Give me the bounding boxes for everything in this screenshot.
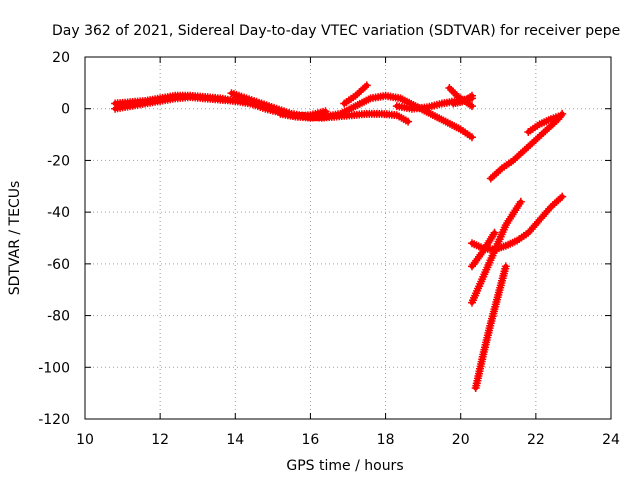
data-point-plus: [353, 90, 362, 99]
grid-layer: [85, 57, 611, 419]
x-tick-label: 22: [527, 432, 545, 448]
y-tick-label: -80: [47, 309, 70, 325]
plot-frame: [84, 56, 612, 420]
x-tick-label: 24: [602, 432, 620, 448]
data-point-plus: [545, 123, 553, 132]
data-point-plus: [362, 81, 371, 90]
y-tick-label: -40: [47, 205, 70, 221]
data-point-plus: [466, 100, 475, 109]
data-point-plus: [496, 165, 505, 174]
data-point-plus: [466, 93, 475, 102]
data-point-plus: [514, 151, 523, 160]
x-axis-label: GPS time / hours: [286, 458, 403, 474]
data-point-plus: [490, 171, 499, 180]
data-point-plus: [554, 196, 563, 205]
data-point-plus: [468, 91, 476, 100]
chart-title: Day 362 of 2021, Sidereal Day-to-day VTE…: [52, 23, 620, 39]
data-point-plus: [556, 194, 565, 203]
data-point-plus: [351, 91, 360, 100]
data-series: [449, 91, 476, 108]
data-series: [468, 197, 525, 307]
x-tick-label: 14: [226, 432, 244, 448]
data-point-plus: [501, 262, 510, 271]
data-series: [445, 84, 476, 111]
x-tick-label: 16: [302, 432, 320, 448]
y-tick-label: 0: [61, 102, 70, 118]
data-point-plus: [513, 153, 522, 161]
data-point-plus: [546, 122, 555, 130]
data-point-plus: [535, 132, 544, 141]
data-point-plus: [492, 169, 501, 178]
y-axis-label: SDTVAR / TECUs: [7, 181, 23, 296]
data-point-plus: [468, 102, 476, 111]
y-tick-label: -120: [38, 412, 70, 428]
data-point-plus: [554, 112, 563, 121]
data-point-plus: [545, 204, 554, 213]
x-tick-label: 20: [452, 432, 470, 448]
data-point-plus: [359, 84, 367, 93]
data-point-plus: [468, 133, 476, 142]
data-point-plus: [530, 137, 538, 146]
data-point-plus: [516, 197, 525, 206]
data-point-plus: [449, 87, 458, 96]
x-tick-label: 12: [151, 432, 169, 448]
data-point-plus: [546, 203, 555, 211]
y-tick-label: -60: [47, 257, 70, 273]
y-tick-label: -100: [38, 360, 70, 376]
data-point-plus: [520, 146, 529, 155]
x-tick-label: 18: [377, 432, 395, 448]
x-tick-label: 10: [76, 432, 94, 448]
data-point-plus: [528, 139, 537, 148]
data-point-plus: [360, 83, 369, 92]
data-point-plus: [522, 144, 531, 153]
data-series: [468, 228, 499, 271]
data-series: [111, 91, 240, 108]
data-point-plus: [558, 192, 567, 201]
y-tick-label: -20: [47, 153, 70, 169]
data-series: [471, 262, 510, 392]
data-point-plus: [404, 117, 413, 126]
data-point-plus: [447, 86, 456, 94]
data-point-plus: [231, 97, 240, 105]
data-series: [340, 81, 371, 108]
data-series: [524, 112, 563, 136]
data-series: [486, 109, 567, 183]
y-tick-label: 20: [52, 50, 70, 66]
data-point-plus: [490, 228, 499, 237]
tick-layer: 10 12 14 16 18 20 22 24 20 0 -20 -40 -60 -80 -100 -120: [38, 50, 620, 448]
data-point-plus: [537, 130, 546, 139]
data-layer: [111, 81, 567, 392]
